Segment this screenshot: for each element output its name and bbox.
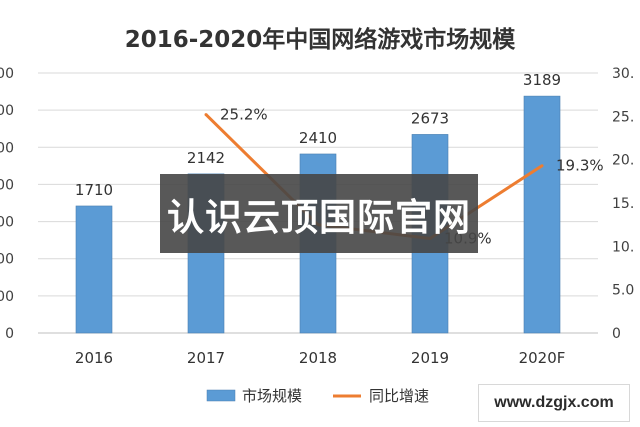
watermark-banner: 认识云顶国际官网 bbox=[160, 174, 478, 253]
watermark-text: 认识云顶国际官网 bbox=[167, 195, 471, 239]
left-tick-label: 00 bbox=[0, 215, 14, 231]
x-tick-label: 2018 bbox=[299, 349, 337, 367]
right-tick-label: 10. bbox=[612, 239, 634, 255]
left-tick-label: 00 bbox=[0, 252, 14, 268]
bar bbox=[523, 95, 561, 334]
bar-value-label: 1710 bbox=[75, 181, 113, 199]
site-url: www.dzgjx.com bbox=[494, 394, 614, 411]
growth-value-label: 25.2% bbox=[220, 106, 268, 124]
growth-value-label: 19.3% bbox=[556, 157, 604, 175]
left-tick-label: 00 bbox=[0, 177, 14, 193]
left-tick-label: 00 bbox=[0, 289, 14, 305]
growth-point bbox=[204, 113, 208, 117]
left-tick-label: .00 bbox=[0, 66, 14, 82]
bar-value-label: 2410 bbox=[299, 129, 337, 147]
right-tick-label: 30. bbox=[612, 66, 634, 82]
legend-label-line: 同比增速 bbox=[369, 387, 429, 405]
legend-label-bar: 市场规模 bbox=[242, 387, 302, 405]
right-tick-label: 25. bbox=[612, 109, 634, 125]
right-tick-label: 0 bbox=[612, 326, 621, 342]
right-axis: 0 5.0 10. 15. 20. 25. 30. bbox=[612, 66, 634, 342]
left-tick-label: 00 bbox=[0, 103, 14, 119]
x-tick-label: 2019 bbox=[411, 349, 449, 367]
left-tick-label: 00 bbox=[0, 140, 14, 156]
right-tick-label: 5.0 bbox=[612, 283, 634, 299]
site-badge: www.dzgjx.com bbox=[478, 384, 630, 422]
bar-value-label: 2673 bbox=[411, 109, 449, 127]
x-axis-labels: 2016 2017 2018 2019 2020F bbox=[75, 349, 566, 367]
right-tick-label: 20. bbox=[612, 153, 634, 169]
x-tick-label: 2016 bbox=[75, 349, 113, 367]
left-tick-label: 0 bbox=[5, 326, 14, 342]
bar bbox=[75, 205, 113, 334]
x-tick-label: 2020F bbox=[519, 349, 566, 367]
bar-value-label: 3189 bbox=[523, 71, 561, 89]
legend: 市场规模 同比增速 bbox=[206, 387, 429, 405]
chart-title: 2016-2020年中国网络游戏市场规模 bbox=[124, 27, 516, 53]
legend-swatch-bar bbox=[206, 389, 236, 402]
x-tick-label: 2017 bbox=[187, 349, 225, 367]
growth-point bbox=[540, 164, 544, 168]
bar-value-label: 2142 bbox=[187, 149, 225, 167]
bar-labels: 1710 2142 2410 2673 3189 bbox=[75, 71, 561, 199]
right-tick-label: 15. bbox=[612, 196, 634, 212]
